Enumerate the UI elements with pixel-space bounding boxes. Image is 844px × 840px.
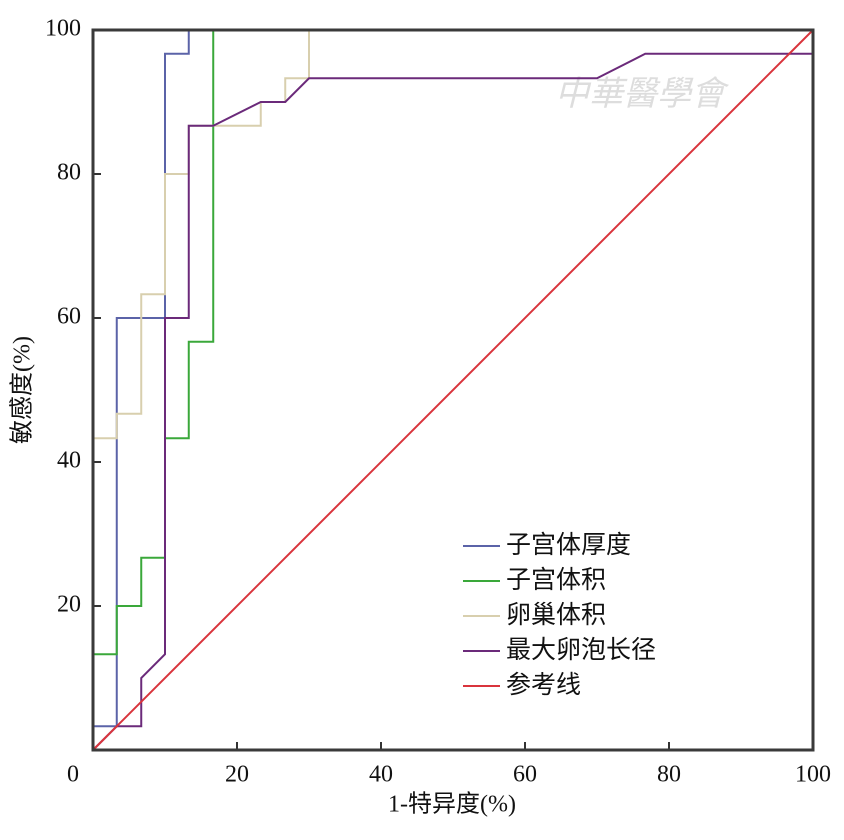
series-line [92, 52, 813, 751]
legend-label: 参考线 [506, 670, 581, 699]
x-tick-label: 60 [513, 762, 537, 788]
series-line [93, 29, 813, 728]
watermark: 中華醫學會 [555, 74, 730, 114]
x-tick-label: 20 [225, 762, 249, 788]
x-tick-label: 80 [657, 762, 681, 788]
y-tick-label: 80 [57, 160, 81, 186]
plot-frame [91, 28, 815, 752]
x-tick-label: 100 [795, 762, 831, 788]
legend-label: 最大卵泡长径 [506, 635, 656, 664]
y-tick-label: 40 [57, 448, 81, 474]
x-tick-label: 40 [369, 762, 393, 788]
legend-label: 卵巢体积 [506, 600, 606, 629]
x-tick-label: 0 [67, 762, 79, 788]
series-line [93, 29, 813, 656]
x-axis-label: 1-特异度(%) [388, 791, 516, 818]
series-line [92, 29, 814, 751]
y-tick-label: 100 [45, 16, 81, 42]
legend-label: 子宫体厚度 [506, 530, 631, 559]
y-tick-label: 60 [57, 304, 81, 330]
y-tick-label: 20 [57, 592, 81, 618]
legend-label: 子宫体积 [506, 565, 606, 594]
y-axis-label: 敏感度(%) [9, 336, 36, 444]
